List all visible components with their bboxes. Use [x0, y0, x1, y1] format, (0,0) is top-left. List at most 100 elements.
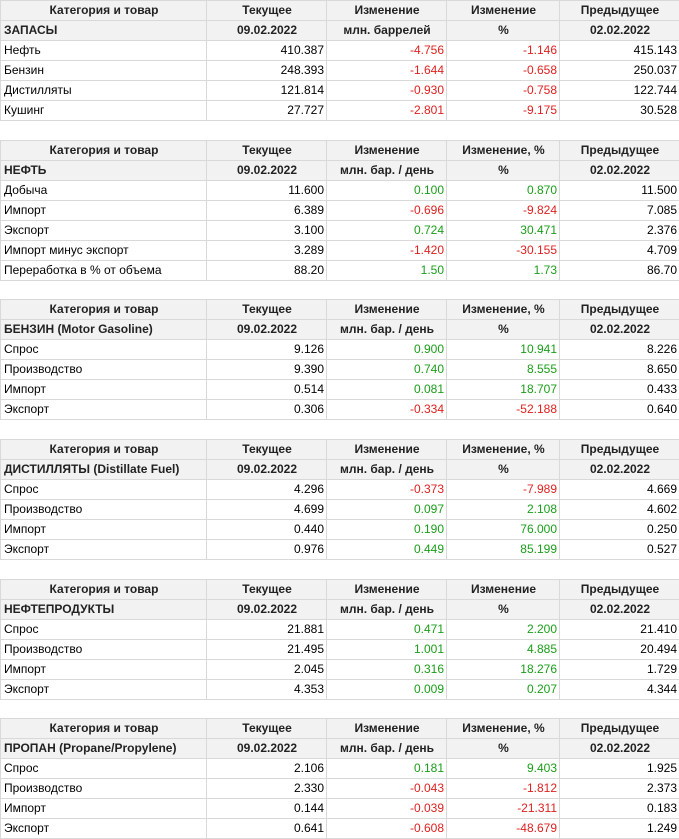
- column-header: Изменение, %: [447, 719, 560, 739]
- cell-current: 11.600: [207, 181, 327, 201]
- row-label: Спрос: [1, 480, 207, 500]
- cell-pct: 1.73: [447, 261, 560, 281]
- column-header: Текущее: [207, 1, 327, 21]
- cell-change: 0.190: [327, 520, 447, 540]
- cell-change: 0.097: [327, 500, 447, 520]
- cell-pct: -7.989: [447, 480, 560, 500]
- cell-pct: 2.108: [447, 500, 560, 520]
- column-header: Категория и товар: [1, 300, 207, 320]
- cell-current: 4.296: [207, 480, 327, 500]
- row-label: Спрос: [1, 759, 207, 779]
- cell-previous: 122.744: [560, 81, 679, 101]
- section-subheader: млн. баррелей: [327, 21, 447, 41]
- cell-previous: 0.250: [560, 520, 679, 540]
- cell-pct: -21.311: [447, 799, 560, 819]
- row-label: Спрос: [1, 340, 207, 360]
- section-subheader: млн. бар. / день: [327, 460, 447, 480]
- cell-change: -0.043: [327, 779, 447, 799]
- column-header: Предыдущее: [560, 1, 679, 21]
- section-subheader: %: [447, 21, 560, 41]
- cell-current: 27.727: [207, 101, 327, 121]
- section-subheader: 09.02.2022: [207, 600, 327, 620]
- row-label: Импорт: [1, 380, 207, 400]
- cell-pct: 18.276: [447, 660, 560, 680]
- section-subheader: млн. бар. / день: [327, 739, 447, 759]
- cell-current: 9.126: [207, 340, 327, 360]
- column-header: Текущее: [207, 580, 327, 600]
- row-label: Импорт: [1, 660, 207, 680]
- cell-current: 4.353: [207, 680, 327, 700]
- column-header: Изменение: [327, 141, 447, 161]
- row-label: Производство: [1, 640, 207, 660]
- cell-previous: 1.925: [560, 759, 679, 779]
- cell-current: 0.440: [207, 520, 327, 540]
- cell-pct: -9.175: [447, 101, 560, 121]
- cell-previous: 1.729: [560, 660, 679, 680]
- section-title: ДИСТИЛЛЯТЫ (Distillate Fuel): [1, 460, 207, 480]
- cell-change: -0.039: [327, 799, 447, 819]
- cell-pct: 9.403: [447, 759, 560, 779]
- section-subheader: 09.02.2022: [207, 161, 327, 181]
- cell-current: 88.20: [207, 261, 327, 281]
- column-header: Предыдущее: [560, 440, 679, 460]
- cell-change: -0.373: [327, 480, 447, 500]
- column-header: Категория и товар: [1, 719, 207, 739]
- column-header: Категория и товар: [1, 580, 207, 600]
- column-header: Изменение, %: [447, 300, 560, 320]
- cell-change: 1.001: [327, 640, 447, 660]
- column-header: Предыдущее: [560, 141, 679, 161]
- column-header: Предыдущее: [560, 300, 679, 320]
- section-subheader: 02.02.2022: [560, 460, 679, 480]
- cell-change: 0.009: [327, 680, 447, 700]
- cell-pct: 18.707: [447, 380, 560, 400]
- cell-pct: -1.146: [447, 41, 560, 61]
- cell-change: 1.50: [327, 261, 447, 281]
- cell-pct: 0.207: [447, 680, 560, 700]
- cell-current: 3.289: [207, 241, 327, 261]
- cell-previous: 2.376: [560, 221, 679, 241]
- cell-change: 0.100: [327, 181, 447, 201]
- section-subheader: 02.02.2022: [560, 21, 679, 41]
- cell-change: 0.081: [327, 380, 447, 400]
- cell-pct: 2.200: [447, 620, 560, 640]
- row-label: Производство: [1, 779, 207, 799]
- column-header: Изменение: [327, 300, 447, 320]
- row-label: Нефть: [1, 41, 207, 61]
- row-label: Бензин: [1, 61, 207, 81]
- cell-change: 0.900: [327, 340, 447, 360]
- row-label: Экспорт: [1, 540, 207, 560]
- column-header: Изменение: [447, 580, 560, 600]
- column-header: Текущее: [207, 141, 327, 161]
- cell-current: 410.387: [207, 41, 327, 61]
- cell-pct: 10.941: [447, 340, 560, 360]
- cell-current: 3.100: [207, 221, 327, 241]
- cell-change: -0.608: [327, 819, 447, 839]
- cell-pct: -0.758: [447, 81, 560, 101]
- column-header: Текущее: [207, 440, 327, 460]
- section-subheader: 09.02.2022: [207, 320, 327, 340]
- cell-previous: 20.494: [560, 640, 679, 660]
- row-label: Импорт минус экспорт: [1, 241, 207, 261]
- cell-previous: 0.183: [560, 799, 679, 819]
- section-title: НЕФТЕПРОДУКТЫ: [1, 600, 207, 620]
